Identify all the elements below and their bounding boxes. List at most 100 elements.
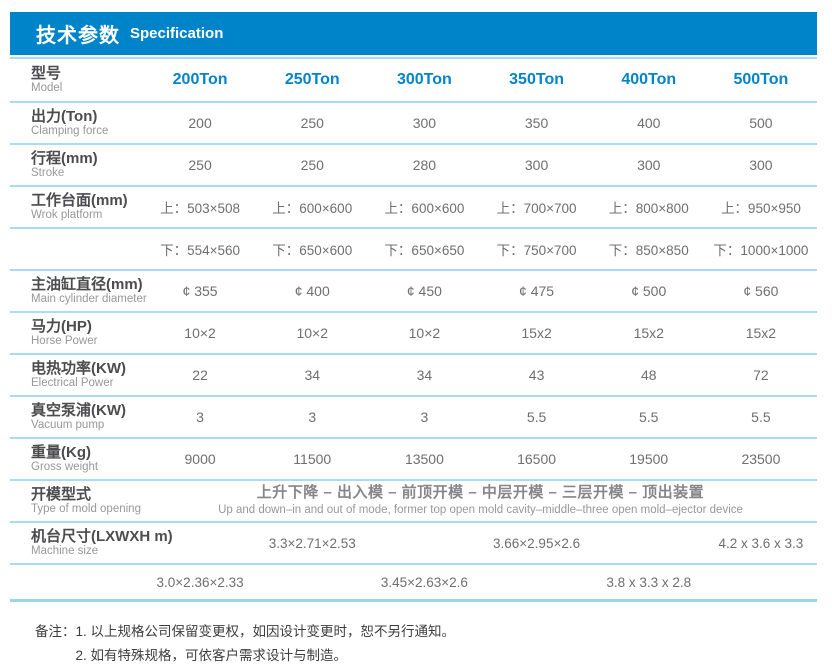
row-label: 重量(Kg) Gross weight [10,444,144,474]
row-label-en: Vacuum pump [31,419,105,432]
row-label: 主油缸直径(mm) Main cylinder diameter [10,275,147,306]
spec-cell: 15x2 [633,325,664,341]
row-label: 行程(mm) Stroke [10,150,144,180]
spec-cell: 3 [308,409,317,425]
spec-cell: ¢ 500 [631,283,667,299]
spec-cell: 5.5 [526,409,547,425]
row-label-zh: 真空泵浦(KW) [31,401,126,419]
row-label-zh: 主油缸直径(mm) [31,275,143,293]
spec-cell: 3.45×2.63×2.6 [380,574,468,590]
spec-cell: 19500 [629,451,669,467]
table-row-electrical-power: 电热功率(KW) Electrical Power 22 34 34 43 48… [10,355,817,397]
spec-cell: ¢ 355 [182,283,218,299]
row-label-zh: 行程(mm) [31,149,98,167]
row-label: 电热功率(KW) Electrical Power [10,360,144,390]
notes-section: 备注： 1. 以上规格公司保留变更权，如因设计变更时，恕不另行通知。 2. 如有… [10,620,817,667]
notes-prefix: 备注： [35,624,76,639]
table-row-work-platform-upper: 工作台面(mm) Wrok platform 上：503×508 上：600×6… [10,187,817,229]
spec-cell: 200 [188,115,212,131]
mold-opening-en: Up and down–in and out of mode, former t… [218,504,743,517]
table-row-model: 型号 Model 200Ton 250Ton 300Ton 350Ton 400… [10,59,817,103]
row-label-zh: 出力(Ton) [31,107,98,125]
spec-cell: 16500 [517,451,557,467]
spec-table: 型号 Model 200Ton 250Ton 300Ton 350Ton 400… [10,57,817,602]
spec-cell: 上：503×508 [160,201,241,216]
spec-cell: 上：800×800 [608,201,689,216]
spec-cell: 3 [196,409,204,425]
table-row-machine-size-2: 3.0×2.36×2.33 3.45×2.63×2.6 3.8 x 3.3 x … [10,565,817,602]
mold-opening-zh: 上升下降 – 出入模 – 前顶开模 – 中层开模 – 三层开模 – 顶出装置 [256,484,705,502]
spec-cell: 500 [749,115,773,131]
spec-cell: ¢ 475 [519,283,555,299]
spec-cell: ¢ 450 [406,283,442,299]
spec-cell: 13500 [404,451,444,467]
spec-cell: 5.5 [751,409,771,425]
table-row-gross-weight: 重量(Kg) Gross weight 9000 11500 13500 165… [10,439,817,481]
spec-cell: 23500 [741,451,781,467]
row-label-zh: 重量(Kg) [31,443,91,461]
row-label-en: Gross weight [31,461,99,474]
page-title-en: Specification [130,25,224,42]
spec-cell: 上：700×700 [496,201,577,216]
spec-cell: 11500 [293,451,332,467]
spec-cell: 5.5 [639,409,659,425]
row-label-en: Type of mold opening [31,503,141,516]
spec-cell: 250 [300,157,324,173]
row-label: 开模型式 Type of mold opening [10,486,144,516]
spec-cell: 400 [637,115,661,131]
spec-cell: 10×2 [184,325,216,341]
model-column-header: 350Ton [509,71,564,88]
spec-cell: 下：650×650 [384,243,465,258]
row-label: 工作台面(mm) Wrok platform [10,192,144,222]
spec-cell: 上：950×950 [720,201,801,216]
spec-cell: 280 [412,157,437,173]
model-column-header: 500Ton [733,71,789,88]
row-label-en: Clamping force [31,125,109,138]
model-column-header: 250Ton [284,71,340,88]
spec-cell: 下：554×560 [160,243,241,258]
spec-cell: 300 [637,157,661,173]
row-label-en: Machine size [31,545,99,558]
row-label-en: Wrok platform [31,209,103,222]
model-column-header: 400Ton [621,71,677,88]
notes-items: 1. 以上规格公司保留变更权，如因设计变更时，恕不另行通知。 2. 如有特殊规格… [76,620,456,667]
spec-cell: 下：1000×1000 [713,243,809,258]
row-label-en: Stroke [31,167,65,180]
note-item: 2. 如有特殊规格，可依客户需求设计与制造。 [75,647,348,663]
table-row-clamping-force: 出力(Ton) Clamping force 200 250 300 350 4… [10,103,817,145]
row-label: 马力(HP) Horse Power [10,318,144,348]
spec-cell: 4.2 x 3.6 x 3.3 [718,535,804,551]
row-label-zh: 马力(HP) [31,317,92,335]
spec-cell: 9000 [184,451,216,467]
spec-cell: 上：600×600 [272,201,353,216]
spec-cell: 22 [192,367,208,383]
spec-cell: 34 [416,367,433,383]
table-row-stroke: 行程(mm) Stroke 250 250 280 300 300 300 [10,145,817,187]
spec-cell: 上：600×600 [384,201,465,216]
row-label: 出力(Ton) Clamping force [10,108,144,138]
row-label: 机台尺寸(LXWXH m) Machine size [10,527,173,558]
spec-cell: 15x2 [745,325,777,341]
table-row-mold-opening: 开模型式 Type of mold opening 上升下降 – 出入模 – 前… [10,481,817,523]
spec-cell: 43 [528,367,545,383]
model-column-header: 300Ton [396,71,452,88]
row-label-en: Model [31,82,63,95]
spec-cell: 15x2 [521,325,552,341]
spec-cell: 250 [188,157,212,173]
row-label-zh: 电热功率(KW) [31,359,126,377]
row-label-zh: 工作台面(mm) [31,191,128,209]
row-label-en: Horse Power [31,335,98,348]
spec-cell: 3 [420,409,429,425]
spec-cell: 250 [300,115,324,131]
row-label-zh: 型号 [31,64,62,82]
spec-cell: 72 [753,367,769,383]
row-label-zh: 机台尺寸(LXWXH m) [31,527,173,545]
spec-cell: 3.0×2.36×2.33 [156,574,244,590]
row-label-en: Electrical Power [31,377,114,390]
page-title-zh: 技术参数 [36,25,120,47]
spec-cell: 3.66×2.95×2.6 [493,535,581,551]
spec-cell: 下：850×850 [608,243,689,258]
spec-cell: 3.3×2.71×2.53 [268,535,356,551]
table-row-work-platform-lower: 下：554×560 下：650×600 下：650×650 下：750×700 … [10,229,817,271]
spec-cell: 350 [524,115,549,131]
